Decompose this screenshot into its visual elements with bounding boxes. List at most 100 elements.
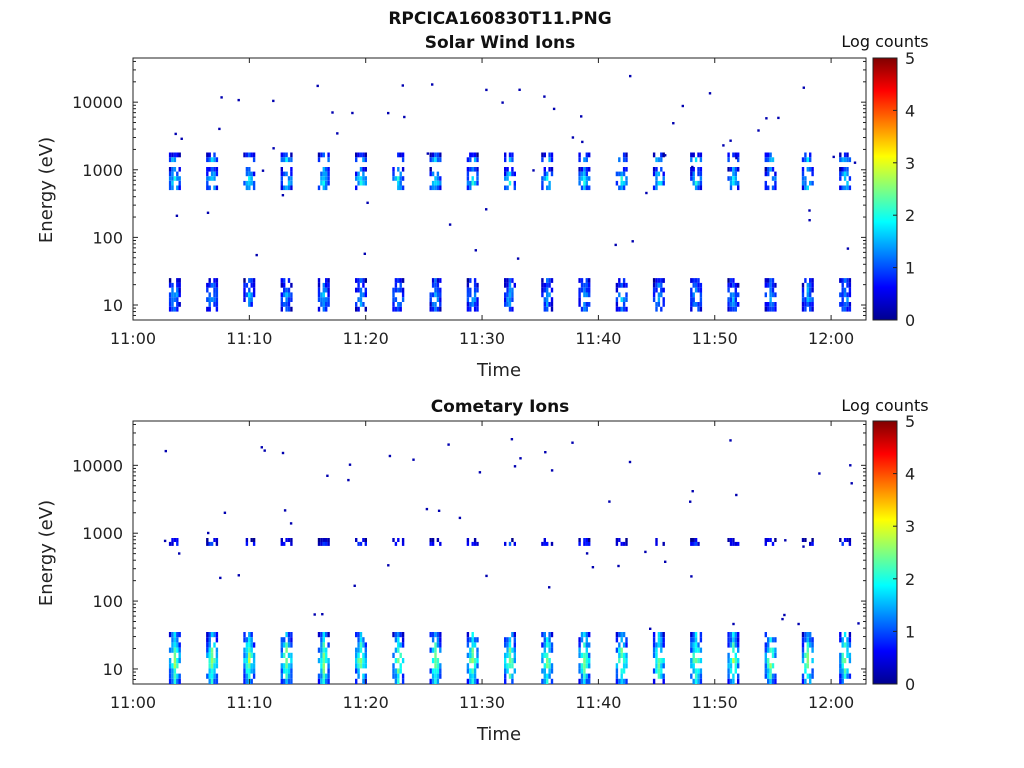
heatmap-cell: [620, 652, 623, 658]
heatmap-cell: [243, 287, 246, 293]
heatmap-cell: [734, 297, 737, 302]
heatmap-cell: [588, 292, 591, 298]
heatmap-cell: [692, 637, 695, 643]
heatmap-cell: [588, 287, 591, 293]
heatmap-cell: [622, 306, 626, 312]
heatmap-cell: [727, 152, 730, 158]
heatmap-cell: [857, 622, 860, 625]
heatmap-cell: [578, 663, 581, 669]
heatmap-cell: [173, 668, 177, 674]
heatmap-cell: [843, 152, 847, 158]
heatmap-cell: [355, 306, 358, 312]
heatmap-cell: [364, 287, 367, 293]
heatmap-cell: [737, 152, 740, 158]
heatmap-cell: [252, 278, 256, 283]
heatmap-cell: [801, 652, 805, 658]
heatmap-cell: [362, 658, 365, 664]
heatmap-cell: [213, 287, 216, 293]
heatmap-cell: [732, 673, 735, 679]
heatmap-cell: [771, 167, 775, 172]
heatmap-cell: [543, 171, 546, 177]
heatmap-cell: [245, 167, 249, 172]
heatmap-cell: [178, 176, 181, 181]
heatmap-cell: [359, 632, 363, 638]
heatmap-cell: [206, 185, 209, 191]
heatmap-cell: [729, 139, 732, 142]
heatmap-cell: [764, 152, 767, 158]
heatmap-cell: [176, 278, 179, 283]
heatmap-cell: [548, 673, 551, 679]
heatmap-cell: [543, 282, 546, 288]
heatmap-cell: [178, 652, 181, 658]
heatmap-cell: [848, 278, 852, 283]
heatmap-cell: [541, 152, 544, 158]
heatmap-cell: [548, 663, 551, 669]
heatmap-cell: [171, 282, 174, 288]
heatmap-cell: [657, 292, 661, 298]
heatmap-cell: [546, 302, 549, 307]
heatmap-cell: [476, 658, 479, 664]
heatmap-cell: [399, 287, 402, 293]
heatmap-cell: [168, 171, 172, 177]
heatmap-cell: [280, 541, 283, 546]
heatmap-cell: [657, 673, 661, 679]
heatmap-cell: [439, 668, 442, 674]
heatmap-cell: [548, 185, 551, 191]
y-tick-label: 10: [103, 296, 123, 315]
heatmap-cell: [434, 176, 437, 181]
heatmap-cell: [290, 632, 293, 638]
heatmap-cell: [729, 658, 733, 664]
heatmap-cell: [206, 637, 209, 643]
heatmap-cell: [173, 176, 177, 181]
heatmap-cell: [362, 278, 365, 283]
heatmap-cell: [657, 278, 661, 283]
heatmap-cell: [281, 451, 285, 455]
heatmap-cell: [280, 292, 283, 298]
heatmap-cell: [737, 678, 740, 684]
heatmap-cell: [846, 302, 849, 307]
heatmap-cell: [727, 306, 730, 312]
heatmap-cell: [608, 500, 611, 503]
heatmap-cell: [585, 552, 589, 555]
heatmap-cell: [769, 663, 772, 669]
heatmap-cell: [285, 185, 288, 191]
heatmap-cell: [727, 658, 730, 664]
heatmap-cell: [168, 668, 172, 674]
heatmap-cell: [732, 180, 735, 186]
heatmap-cell: [692, 652, 695, 658]
heatmap-cell: [176, 658, 179, 664]
heatmap-cell: [466, 287, 470, 293]
heatmap-cell: [215, 647, 219, 653]
heatmap-cell: [473, 673, 477, 679]
heatmap-cell: [245, 678, 249, 684]
heatmap-cell: [473, 541, 477, 546]
heatmap-cell: [777, 116, 780, 120]
heatmap-cell: [506, 167, 509, 172]
heatmap-cell: [622, 167, 626, 172]
heatmap-cell: [280, 663, 283, 669]
heatmap-cell: [469, 278, 472, 283]
heatmap-cell: [809, 292, 812, 298]
heatmap-cell: [173, 306, 177, 312]
heatmap-cell: [325, 652, 328, 658]
heatmap-cell: [729, 176, 733, 181]
heatmap-cell: [580, 185, 584, 191]
heatmap-cell: [546, 278, 549, 283]
heatmap-cell: [801, 185, 805, 191]
heatmap-cell: [513, 668, 516, 674]
heatmap-cell: [290, 306, 293, 312]
heatmap-cell: [664, 154, 667, 157]
heatmap-cell: [764, 642, 767, 648]
heatmap-cell: [622, 297, 626, 302]
heatmap-cell: [697, 167, 700, 172]
heatmap-cell: [631, 240, 634, 243]
heatmap-cell: [548, 586, 551, 589]
heatmap-cell: [208, 297, 211, 302]
heatmap-cell: [585, 678, 588, 684]
heatmap-cell: [767, 647, 770, 653]
heatmap-cell: [585, 632, 588, 638]
heatmap-cell: [473, 297, 477, 302]
heatmap-cell: [245, 292, 249, 298]
heatmap-cell: [322, 185, 325, 191]
